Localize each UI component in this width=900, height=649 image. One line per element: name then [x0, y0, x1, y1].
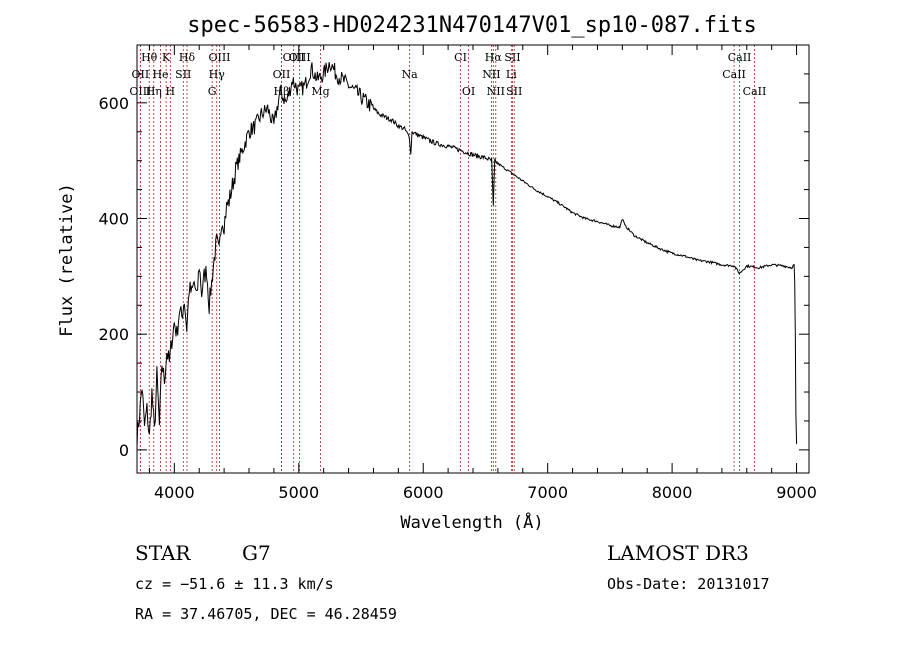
x-tick-label: 9000 — [776, 483, 817, 502]
line-label: SII — [175, 68, 191, 81]
line-label: OII — [273, 68, 291, 81]
line-label: H — [166, 85, 176, 98]
y-tick-label: 0 — [119, 441, 129, 460]
line-label: NII — [482, 68, 500, 81]
line-label: K — [162, 51, 171, 64]
object-subclass: G7 — [242, 541, 271, 565]
spectrum-line — [136, 62, 798, 449]
line-label: Hθ — [141, 51, 158, 64]
survey-name: LAMOST DR3 — [607, 541, 749, 565]
line-label: CaII — [743, 85, 767, 98]
x-tick-label: 7000 — [527, 483, 568, 502]
x-tick-label: 4000 — [154, 483, 195, 502]
line-label: OIII — [289, 51, 311, 64]
y-axis: 0 200 400 600 — [98, 73, 809, 460]
y-axis-label: Flux (relative) — [57, 183, 77, 337]
line-label: Hα — [485, 51, 503, 64]
line-label: Hη — [146, 85, 162, 98]
y-tick-label: 600 — [98, 94, 129, 113]
line-label: Hγ — [209, 68, 226, 81]
x-axis: 4000 5000 6000 7000 8000 9000 — [148, 45, 817, 502]
x-axis-label: Wavelength (Å) — [400, 511, 543, 533]
chart-title: spec-56583-HD024231N470147V01_sp10-087.f… — [187, 13, 757, 38]
line-label: G — [208, 85, 217, 98]
x-tick-label: 6000 — [403, 483, 444, 502]
line-label: Hδ — [179, 51, 196, 64]
line-label: OII — [132, 68, 150, 81]
line-label: CaII — [728, 51, 752, 64]
x-tick-label: 8000 — [652, 483, 693, 502]
line-label: Na — [401, 68, 418, 81]
line-label: CaII — [722, 68, 746, 81]
y-tick-label: 400 — [98, 210, 129, 229]
observation-date: Obs-Date: 20131017 — [607, 575, 770, 593]
line-label: SII — [504, 51, 520, 64]
line-label: CI — [454, 51, 467, 64]
emission-line-markers — [139, 45, 755, 473]
line-label: OIII — [208, 51, 230, 64]
line-label: SII — [506, 85, 522, 98]
line-label: NII — [487, 85, 505, 98]
line-label: Li — [506, 68, 517, 81]
line-label: OIII — [129, 85, 151, 98]
line-label: Mg — [311, 85, 329, 98]
line-label: OI — [462, 85, 475, 98]
redshift-velocity: cz = −51.6 ± 11.3 km/s — [135, 575, 334, 593]
y-tick-label: 200 — [98, 325, 129, 344]
ra-dec-coordinates: RA = 37.46705, DEC = 46.28459 — [135, 605, 397, 623]
plot-frame — [136, 44, 810, 474]
line-label: He — [152, 68, 168, 81]
object-class: STAR — [135, 541, 191, 565]
x-tick-label: 5000 — [278, 483, 319, 502]
